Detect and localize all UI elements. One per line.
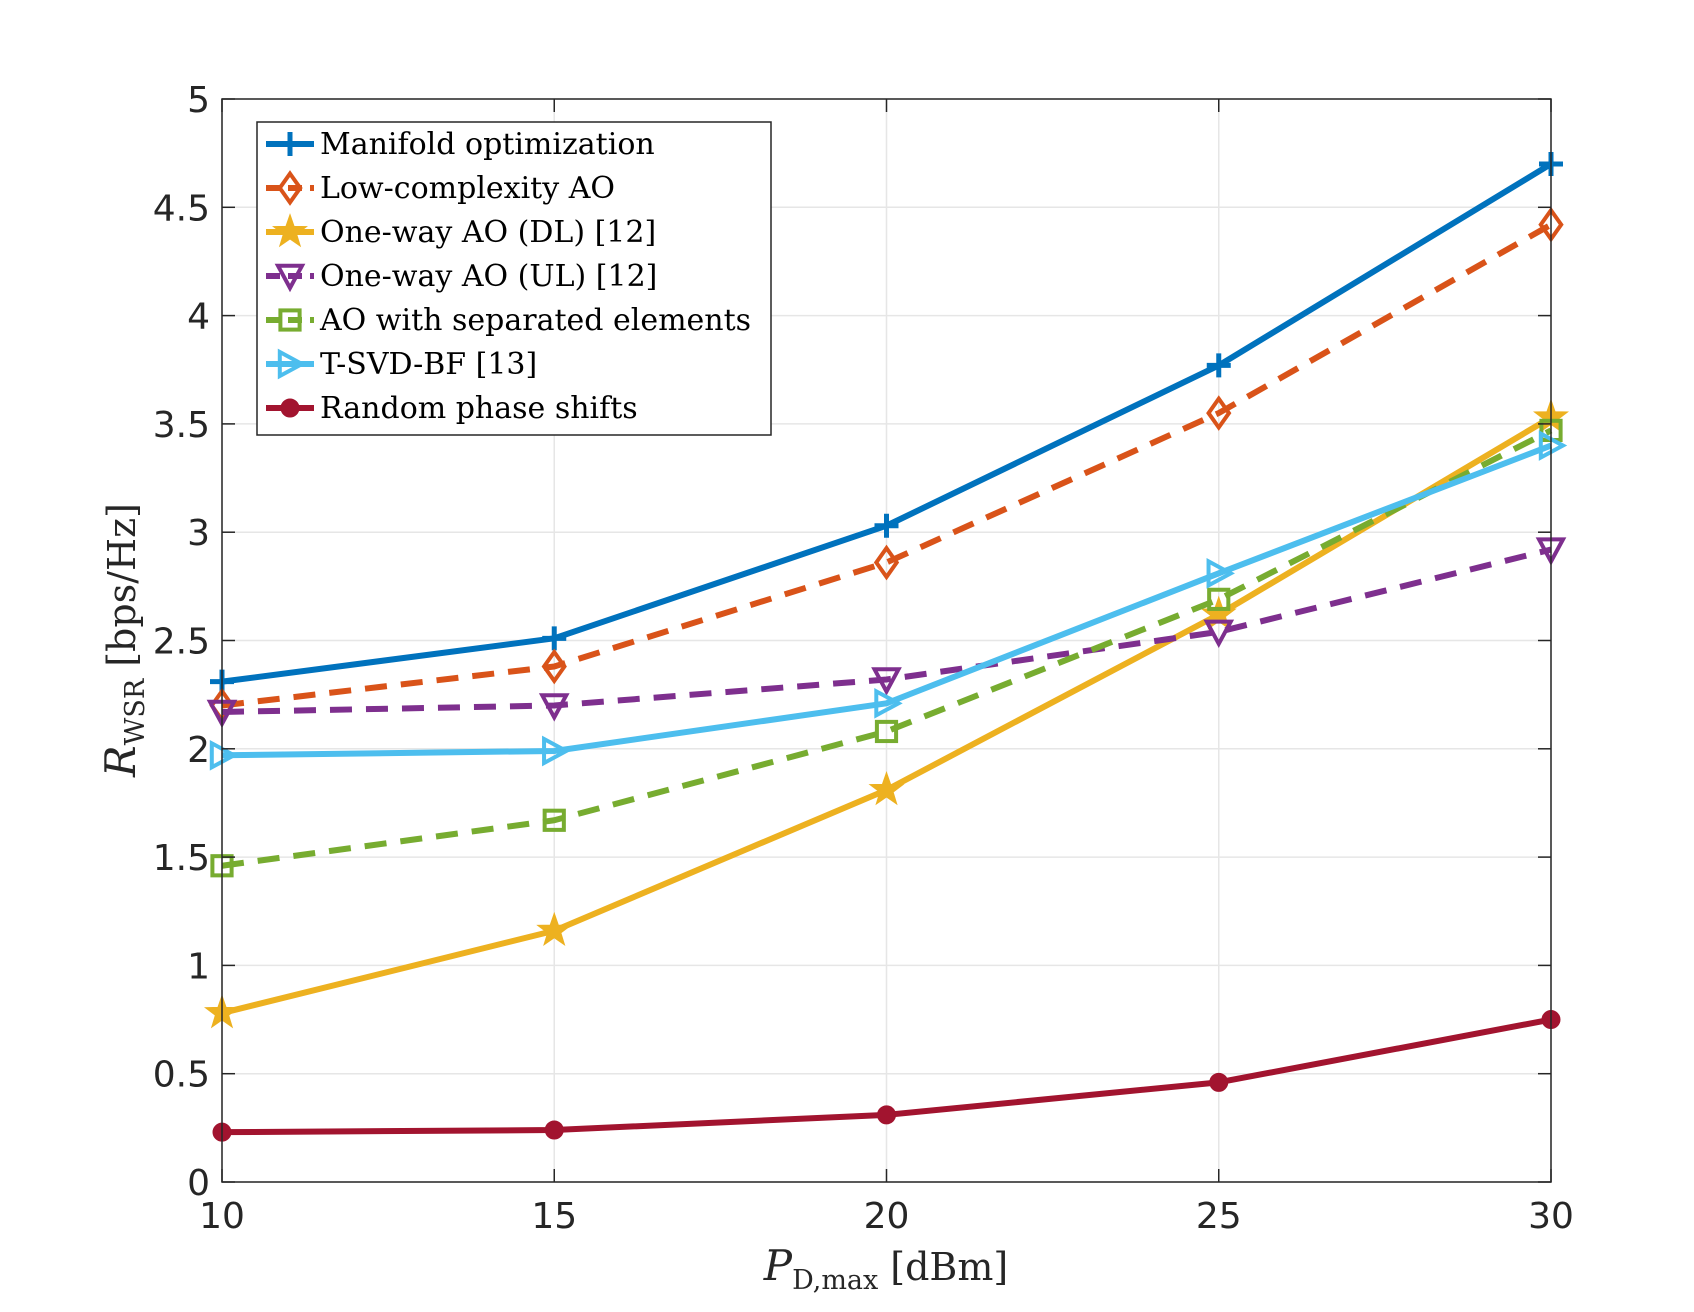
data-point-marker	[874, 687, 903, 719]
data-point-marker	[1207, 587, 1231, 611]
y-tick-label: 0	[187, 1163, 210, 1204]
legend-item: T-SVD-BF [13]	[266, 347, 537, 382]
data-point-marker	[544, 1120, 564, 1140]
data-point-marker	[272, 213, 308, 248]
legend-box	[256, 121, 772, 436]
data-point-marker	[536, 911, 573, 947]
legend-label: One-way AO (DL) [12]	[320, 215, 656, 250]
x-tick-label: 25	[1196, 1196, 1242, 1237]
legend-item: One-way AO (UL) [12]	[266, 259, 657, 294]
y-tick-label: 2.5	[153, 622, 210, 663]
x-tick-label: 30	[1528, 1196, 1574, 1237]
series-line	[221, 222, 1553, 709]
y-tick-label: 3.5	[153, 405, 210, 446]
data-point-marker	[1206, 353, 1231, 378]
data-point-marker	[542, 735, 571, 767]
x-axis-label: PD,max [dBm]	[763, 1241, 1008, 1296]
y-tick-label: 3	[187, 513, 210, 554]
y-tick-labels: 0 0.5 1 1.5 2 2.5 3 3.5 4 4.5 5	[153, 80, 210, 1204]
legend-item: AO with separated elements	[266, 303, 751, 338]
data-point-marker	[873, 544, 900, 581]
legend-item: Random phase shifts	[266, 391, 638, 426]
legend-item: Manifold optimization	[266, 127, 655, 162]
series-t-svd-bf-13	[209, 430, 1568, 771]
data-point-marker	[541, 648, 567, 685]
x-tick-label: 10	[199, 1196, 245, 1237]
legend-label: Random phase shifts	[320, 391, 638, 426]
data-point-marker	[278, 308, 302, 332]
data-point-marker	[877, 1105, 896, 1125]
y-tick-label: 4.5	[153, 188, 210, 229]
y-tick-label: 0.5	[153, 1055, 210, 1096]
series-line	[221, 442, 1553, 759]
data-point-marker	[1538, 430, 1568, 461]
legend-items: Manifold optimization Low-complexity AO On…	[266, 127, 751, 426]
legend-label: AO with separated elements	[319, 303, 751, 338]
series-line	[221, 427, 1553, 869]
series-line	[221, 546, 1552, 715]
y-axis-label: RWSR[bps/Hz]	[96, 503, 151, 778]
legend-label: Low-complexity AO	[320, 171, 615, 206]
y-tick-label: 4	[187, 297, 210, 338]
data-point-marker	[277, 348, 307, 380]
legend-label: Manifold optimization	[320, 127, 655, 162]
data-point-marker	[542, 626, 567, 651]
legend-label: One-way AO (UL) [12]	[320, 259, 657, 294]
data-point-marker	[874, 719, 899, 744]
series-random-phase-shifts	[212, 1010, 1561, 1142]
data-point-marker	[278, 132, 302, 156]
x-tick-label: 20	[864, 1196, 910, 1237]
legend-label: T-SVD-BF [13]	[320, 347, 537, 382]
x-tick-label: 15	[531, 1196, 577, 1237]
data-point-marker	[1203, 619, 1235, 649]
data-point-marker	[1206, 395, 1232, 431]
x-tick-labels: 10 15 20 25 30	[199, 1196, 1574, 1237]
y-tick-label: 1.5	[153, 838, 210, 879]
y-tick-label: 1	[187, 946, 210, 987]
data-point-marker	[277, 170, 303, 206]
data-point-marker	[868, 771, 905, 806]
data-point-marker	[280, 398, 300, 418]
data-point-marker	[274, 263, 306, 293]
legend-item: Low-complexity AO	[266, 170, 615, 206]
data-point-marker	[871, 667, 902, 696]
series-layer	[204, 151, 1569, 1142]
y-tick-label: 2	[187, 730, 210, 771]
data-point-marker	[874, 513, 899, 538]
axis-ticks	[221, 98, 1552, 1183]
data-point-marker	[538, 693, 570, 722]
legend-item: One-way AO (DL) [12]	[266, 213, 656, 250]
y-tick-label: 5	[187, 80, 210, 121]
data-point-marker	[542, 808, 566, 832]
data-point-marker	[1206, 557, 1235, 589]
data-point-marker	[1209, 1072, 1229, 1092]
legend: Manifold optimization Low-complexity AO On…	[256, 121, 772, 436]
